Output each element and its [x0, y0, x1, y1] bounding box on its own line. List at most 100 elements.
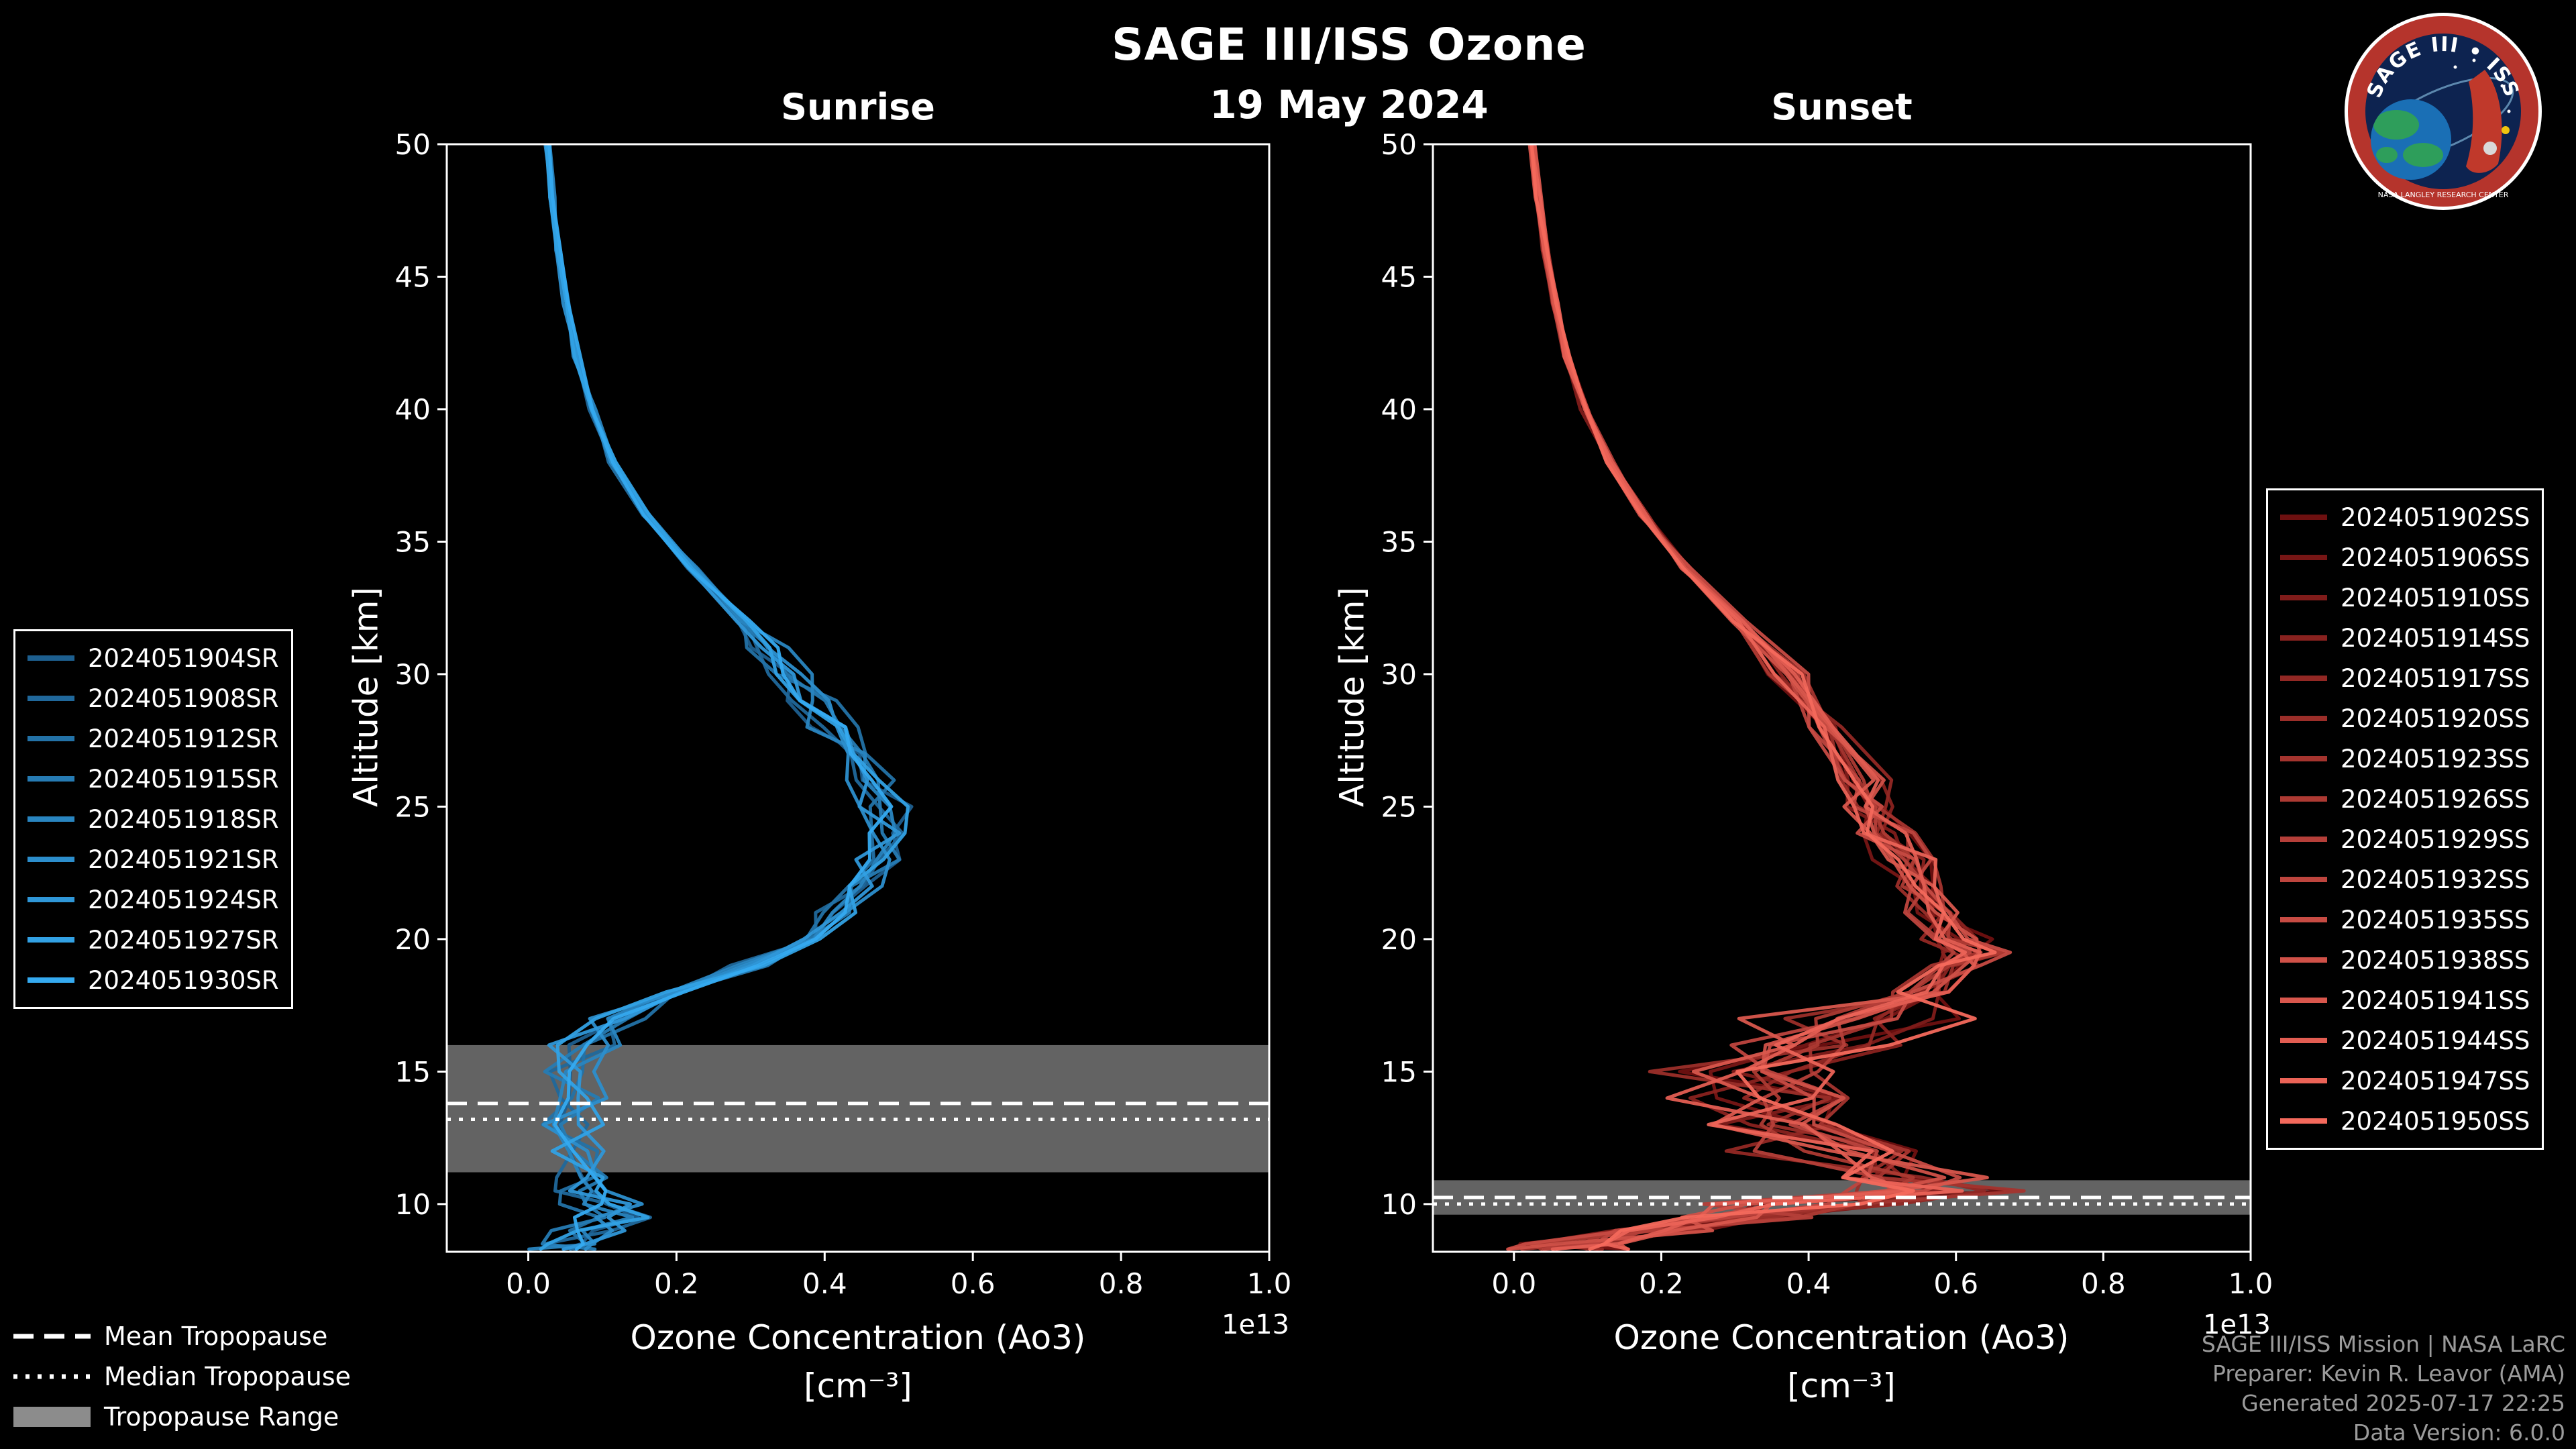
legend-series-label: 2024051924SR	[88, 885, 279, 914]
legend-series-label: 2024051941SS	[2341, 985, 2530, 1015]
sunset-legend-item: 2024051932SS	[2280, 859, 2530, 900]
legend-color-swatch	[28, 816, 74, 822]
sunrise-y-tick-label: 20	[395, 923, 431, 956]
median-tropopause-label: Median Tropopause	[104, 1362, 351, 1391]
legend-color-swatch	[2280, 595, 2327, 600]
sunrise-axes-frame	[445, 143, 1271, 1253]
sunset-x-tick-label: 0.4	[1786, 1267, 1831, 1300]
sunset-profile-line-2024051941SS	[1533, 144, 1989, 1251]
legend-color-swatch	[2280, 796, 2327, 802]
sunset-x-tick-label: 0.8	[2081, 1267, 2126, 1300]
sunset-y-tick-label: 40	[1381, 393, 1417, 426]
sunset-y-axis-label: Altitude [km]	[1332, 587, 1372, 807]
tropopause-legend: Mean Tropopause Median Tropopause Tropop…	[13, 1316, 351, 1437]
sunset-axis-offset-label: 1e13	[2203, 1309, 2271, 1340]
sunset-legend-item: 2024051938SS	[2280, 940, 2530, 980]
legend-color-swatch	[2280, 1038, 2327, 1043]
earth-icon	[2371, 99, 2451, 180]
sunrise-y-tick-label: 45	[395, 260, 431, 293]
sunset-legend-item: 2024051941SS	[2280, 980, 2530, 1020]
sunrise-legend-item: 2024051921SR	[28, 839, 279, 879]
tropopause-range-legend-item: Tropopause Range	[13, 1397, 351, 1437]
legend-series-label: 2024051938SS	[2341, 945, 2530, 975]
sunrise-y-tick-label: 50	[395, 128, 431, 161]
legend-series-label: 2024051923SS	[2341, 744, 2530, 773]
sunset-x-tick-label: 1.0	[2229, 1267, 2273, 1300]
sunset-y-tick-label: 15	[1381, 1055, 1417, 1088]
legend-series-label: 2024051904SR	[88, 643, 279, 673]
sunrise-y-tick-label: 35	[395, 525, 431, 558]
sunset-panel-title: Sunset	[1771, 86, 1913, 128]
sunrise-x-tick-label: 0.4	[802, 1267, 847, 1300]
legend-series-label: 2024051935SS	[2341, 905, 2530, 934]
moon-icon	[2483, 142, 2497, 155]
sunrise-legend-item: 2024051915SR	[28, 759, 279, 799]
sunset-y-tick-label: 50	[1381, 128, 1417, 161]
sunrise-legend-item: 2024051924SR	[28, 879, 279, 920]
legend-color-swatch	[28, 696, 74, 701]
sunset-y-tick-label: 35	[1381, 525, 1417, 558]
legend-color-swatch	[2280, 635, 2327, 641]
sunrise-x-axis-label: Ozone Concentration (Ao3) [cm⁻³]	[455, 1313, 1260, 1410]
legend-series-label: 2024051918SR	[88, 804, 279, 834]
legend-series-label: 2024051915SR	[88, 764, 279, 794]
sunrise-legend-item: 2024051930SR	[28, 960, 279, 1000]
sunrise-x-tick-label: 0.8	[1099, 1267, 1144, 1300]
star-icon	[2472, 58, 2476, 62]
sunset-x-tick-label: 0.2	[1639, 1267, 1684, 1300]
legend-color-swatch	[2280, 917, 2327, 922]
sunrise-x-tick-label: 1.0	[1247, 1267, 1292, 1300]
sunset-x-axis-label-line1: Ozone Concentration (Ao3)	[1613, 1318, 2070, 1357]
legend-series-label: 2024051912SR	[88, 724, 279, 753]
sunset-y-tick-label: 30	[1381, 658, 1417, 691]
sunset-axes-frame	[1432, 143, 2252, 1253]
legend-color-swatch	[2280, 877, 2327, 882]
legend-series-label: 2024051914SS	[2341, 623, 2530, 653]
sunrise-x-axis-label-unit: [cm⁻³]	[804, 1366, 912, 1405]
sunrise-y-tick-label: 40	[395, 393, 431, 426]
legend-color-swatch	[28, 897, 74, 902]
dotted-line-icon	[13, 1374, 91, 1379]
sunset-legend-item: 2024051902SS	[2280, 497, 2530, 537]
legend-series-label: 2024051926SS	[2341, 784, 2530, 814]
legend-color-swatch	[28, 937, 74, 943]
mean-tropopause-legend-item: Mean Tropopause	[13, 1316, 351, 1356]
sunrise-y-axis-label: Altitude [km]	[346, 587, 386, 807]
footer-data-version: Data Version: 6.0.0	[2353, 1419, 2565, 1446]
median-tropopause-legend-item: Median Tropopause	[13, 1356, 351, 1397]
star-icon	[2453, 65, 2457, 69]
legend-series-label: 2024051947SS	[2341, 1066, 2530, 1095]
sunset-x-axis-label: Ozone Concentration (Ao3) [cm⁻³]	[1439, 1313, 2244, 1410]
sunset-x-tick-label: 0.6	[1933, 1267, 1978, 1300]
legend-color-swatch	[2280, 1118, 2327, 1124]
legend-series-label: 2024051950SS	[2341, 1106, 2530, 1136]
sunset-legend-item: 2024051920SS	[2280, 698, 2530, 739]
sunrise-plot-area	[447, 144, 1269, 1251]
sunset-plot-area	[1433, 144, 2251, 1251]
footer-mission: SAGE III/ISS Mission | NASA LaRC	[2201, 1331, 2565, 1357]
legend-series-label: 2024051902SS	[2341, 502, 2530, 532]
legend-color-swatch	[28, 776, 74, 782]
sunset-y-tick-label: 10	[1381, 1188, 1417, 1221]
sunrise-profile-line-2024051927SR	[539, 144, 910, 1251]
sunrise-y-tick-label: 30	[395, 658, 431, 691]
dashed-line-icon	[13, 1334, 91, 1339]
legend-color-swatch	[28, 655, 74, 661]
sunset-legend-item: 2024051926SS	[2280, 779, 2530, 819]
sunset-legend-item: 2024051944SS	[2280, 1020, 2530, 1061]
legend-color-swatch	[2280, 676, 2327, 681]
footer-generated: Generated 2025-07-17 22:25	[2241, 1390, 2565, 1416]
sunset-profile-line-2024051950SS	[1529, 144, 1997, 1251]
legend-series-label: 2024051917SS	[2341, 663, 2530, 693]
sunset-legend-item: 2024051929SS	[2280, 819, 2530, 859]
page-title: SAGE III/ISS Ozone	[1112, 19, 1587, 70]
sunrise-legend: 2024051904SR 2024051908SR 2024051912SR 2024…	[13, 629, 293, 1009]
legend-series-label: 2024051930SR	[88, 965, 279, 995]
sunrise-y-tick-label: 10	[395, 1188, 431, 1221]
sunset-legend-item: 2024051906SS	[2280, 537, 2530, 578]
sunset-legend-item: 2024051910SS	[2280, 578, 2530, 618]
legend-series-label: 2024051910SS	[2341, 583, 2530, 612]
sunrise-axis-offset-label: 1e13	[1222, 1309, 1289, 1340]
legend-color-swatch	[2280, 515, 2327, 520]
